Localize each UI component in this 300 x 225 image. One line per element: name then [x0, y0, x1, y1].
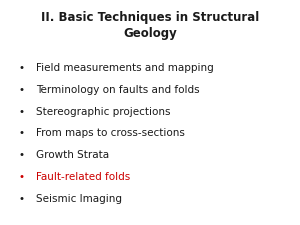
Text: From maps to cross-sections: From maps to cross-sections [36, 128, 185, 138]
Text: Field measurements and mapping: Field measurements and mapping [36, 63, 214, 73]
Text: Growth Strata: Growth Strata [36, 150, 109, 160]
Text: •: • [18, 150, 24, 160]
Text: Fault-related folds: Fault-related folds [36, 172, 130, 182]
Text: II. Basic Techniques in Structural
Geology: II. Basic Techniques in Structural Geolo… [41, 11, 259, 40]
Text: •: • [18, 85, 24, 95]
Text: Stereographic projections: Stereographic projections [36, 107, 170, 117]
Text: •: • [18, 194, 24, 204]
Text: •: • [18, 63, 24, 73]
Text: •: • [18, 172, 24, 182]
Text: Seismic Imaging: Seismic Imaging [36, 194, 122, 204]
Text: •: • [18, 107, 24, 117]
Text: Terminology on faults and folds: Terminology on faults and folds [36, 85, 200, 95]
Text: •: • [18, 128, 24, 138]
